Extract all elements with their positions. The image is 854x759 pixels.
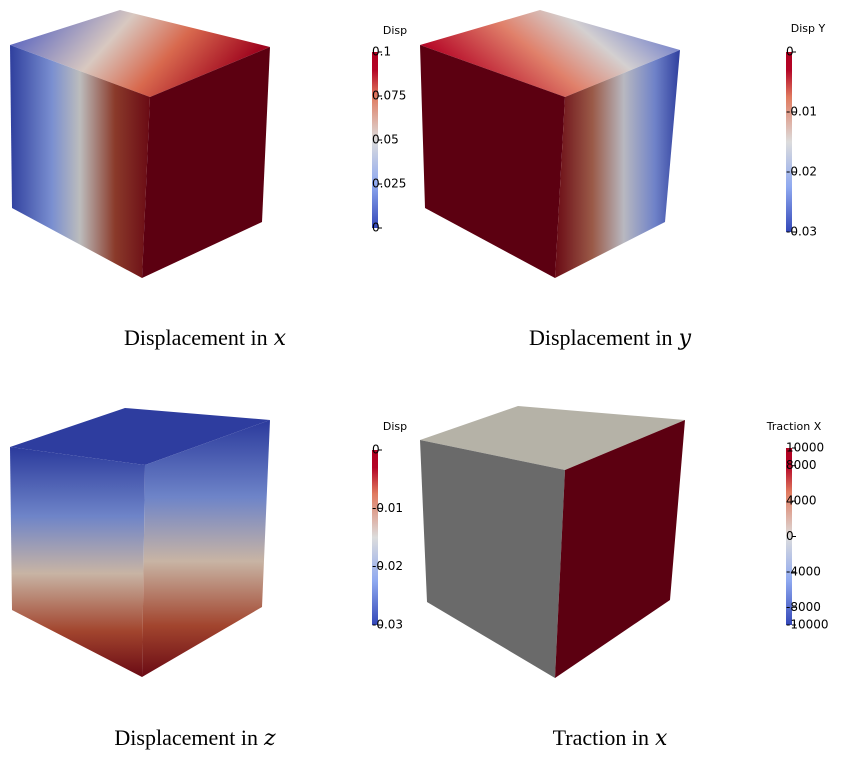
figure: Disp0.10.0750.050.0250Displacement inxDi…	[0, 0, 854, 759]
caption-text: Displacement in	[124, 325, 268, 350]
colorbar-tick-label: -4000	[786, 564, 821, 578]
colorbar-tick-label: 0.05	[372, 133, 399, 147]
colorbar-tick-label: 4000	[786, 494, 817, 508]
colorbar-tick-label: -0.02	[372, 559, 403, 573]
colorbar	[786, 52, 792, 232]
colorbar-tick-label: 10000	[786, 441, 824, 455]
colorbar-title: Disp	[383, 420, 407, 433]
colorbar-tick-label: -0.03	[786, 225, 817, 239]
colorbar-tick-label: -0.01	[372, 501, 403, 515]
colorbar-title: Disp Y	[791, 22, 826, 35]
colorbar-tick-label: 0.1	[372, 45, 391, 59]
caption-variable: x	[274, 326, 287, 351]
page: {"panels": [ {"caption": "Displacement i…	[0, 0, 854, 759]
caption-variable: z	[263, 726, 276, 751]
colorbar-tick-label: -8000	[786, 600, 821, 614]
colorbar-tick-label: -0.02	[786, 165, 817, 179]
colorbar	[372, 450, 378, 625]
colorbar-tick-label: 8000	[786, 458, 817, 472]
colorbar-tick-label: 0.025	[372, 177, 406, 191]
colorbar-title: Disp	[383, 24, 407, 37]
caption-variable: x	[655, 726, 668, 751]
colorbar-title: Traction X	[766, 420, 822, 433]
colorbar-tick-label: 0	[372, 443, 380, 457]
caption-text: Traction in	[553, 725, 649, 750]
colorbar-tick-label: -0.03	[372, 618, 403, 632]
cube-face	[10, 447, 145, 677]
colorbar-tick-label: 0.075	[372, 89, 406, 103]
caption-text: Displacement in	[529, 325, 673, 350]
colorbar-tick-label: 0	[786, 45, 794, 59]
caption-variable: y	[678, 326, 692, 351]
colorbar-tick-label: 0	[786, 529, 794, 543]
colorbar-tick-label: -0.01	[786, 105, 817, 119]
cube-face	[420, 440, 565, 678]
colorbar-tick-label: -10000	[786, 618, 829, 632]
colorbar-tick-label: 0	[372, 221, 380, 235]
caption-text: Displacement in	[114, 725, 258, 750]
